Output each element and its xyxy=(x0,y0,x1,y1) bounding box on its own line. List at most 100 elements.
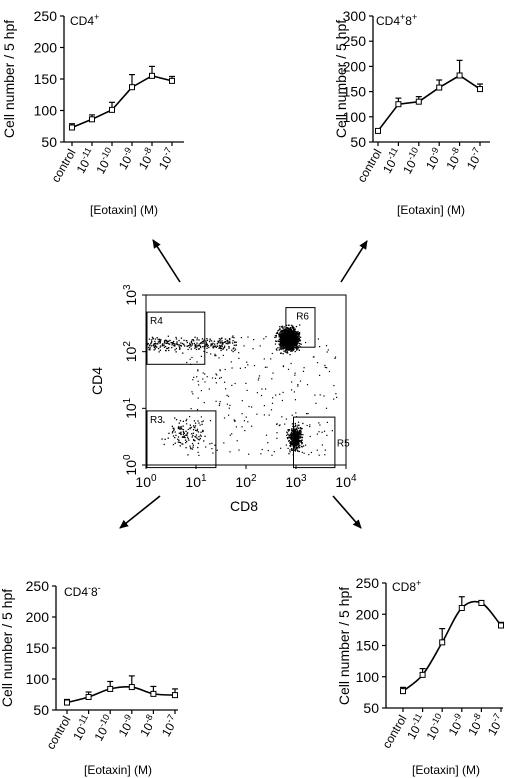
event-dot xyxy=(190,448,192,450)
event-dot xyxy=(298,435,301,437)
event-dot xyxy=(300,441,302,443)
event-dot xyxy=(293,336,295,338)
event-dot xyxy=(221,346,223,348)
event-dot xyxy=(154,346,157,348)
event-dot xyxy=(177,436,180,438)
event-dot xyxy=(296,438,298,440)
event-dot xyxy=(283,344,286,346)
event-dot xyxy=(287,324,289,326)
event-dot xyxy=(292,333,295,335)
y-tick-label: 100 xyxy=(26,671,50,687)
event-dot xyxy=(285,328,288,330)
event-dot xyxy=(193,426,195,428)
event-dot xyxy=(299,433,301,435)
event-dot xyxy=(296,442,298,444)
event-dot xyxy=(287,333,290,335)
event-dot xyxy=(186,418,188,420)
event-dot xyxy=(306,424,308,427)
event-dot xyxy=(172,341,174,344)
event-dot xyxy=(296,349,298,351)
event-dot xyxy=(278,333,280,336)
event-dot xyxy=(288,345,290,347)
event-dot xyxy=(152,338,154,340)
data-point xyxy=(400,688,406,695)
event-dot xyxy=(290,345,293,347)
event-dot xyxy=(167,340,169,342)
event-dot xyxy=(221,340,223,342)
event-dot xyxy=(291,449,293,451)
event-dot xyxy=(294,441,296,443)
event-dot xyxy=(219,377,221,379)
event-dot xyxy=(292,331,295,333)
event-dot xyxy=(218,357,220,359)
event-dot xyxy=(286,330,288,333)
event-dot xyxy=(295,344,297,346)
event-dot xyxy=(275,394,277,396)
event-dot xyxy=(232,335,234,337)
event-dot xyxy=(220,337,223,339)
event-dot xyxy=(297,334,299,336)
event-dot xyxy=(284,337,286,339)
event-dot xyxy=(291,341,293,343)
event-dot xyxy=(194,425,197,427)
event-dot xyxy=(202,420,204,422)
event-dot xyxy=(201,423,203,426)
event-dot xyxy=(319,346,321,348)
event-dot xyxy=(186,432,188,434)
event-dot xyxy=(200,416,202,418)
event-dot xyxy=(225,388,227,390)
event-dot xyxy=(289,342,291,344)
event-dot xyxy=(183,432,185,434)
event-dot xyxy=(193,420,196,422)
event-dot xyxy=(196,344,198,346)
event-dot xyxy=(289,341,292,343)
event-dot xyxy=(326,421,328,423)
event-dot xyxy=(274,335,276,337)
event-dot xyxy=(288,430,290,432)
event-dot xyxy=(296,347,298,350)
event-dot xyxy=(298,450,300,453)
event-dot xyxy=(282,365,285,367)
event-dot xyxy=(300,436,302,438)
event-dot xyxy=(295,325,298,328)
event-dot xyxy=(247,421,249,423)
event-dot xyxy=(217,340,219,342)
event-dot xyxy=(294,438,296,440)
x-tick-label: 10-9 xyxy=(421,146,446,173)
event-dot xyxy=(299,427,302,429)
event-dot xyxy=(227,340,229,342)
event-dot xyxy=(284,423,286,425)
event-dot xyxy=(198,436,200,438)
event-dot xyxy=(296,446,299,449)
event-dot xyxy=(194,347,196,349)
event-dot xyxy=(279,348,281,350)
event-dot xyxy=(334,356,337,358)
event-dot xyxy=(295,446,297,449)
event-dot xyxy=(291,434,293,436)
event-dot xyxy=(283,330,285,332)
event-dot xyxy=(148,338,151,340)
x-axis-label: [Eotaxin] (M) xyxy=(397,203,465,217)
event-dot xyxy=(294,330,296,332)
event-dot xyxy=(291,389,293,391)
event-dot xyxy=(191,343,193,345)
event-dot xyxy=(290,437,292,439)
event-dot xyxy=(283,326,285,328)
event-dot xyxy=(297,445,300,447)
event-dot xyxy=(282,333,284,335)
event-dot xyxy=(190,426,192,429)
event-dot xyxy=(301,442,303,444)
data-point xyxy=(477,86,483,93)
gate-r4 xyxy=(146,311,206,365)
data-point xyxy=(107,685,114,692)
event-dot xyxy=(295,340,297,343)
event-dot xyxy=(263,358,265,360)
event-dot xyxy=(293,431,296,433)
event-dot xyxy=(289,332,291,334)
event-dot xyxy=(294,433,296,435)
data-point xyxy=(439,639,446,646)
event-dot xyxy=(295,341,297,344)
event-dot xyxy=(302,370,305,372)
event-dot xyxy=(293,328,295,330)
event-dot xyxy=(178,339,180,342)
